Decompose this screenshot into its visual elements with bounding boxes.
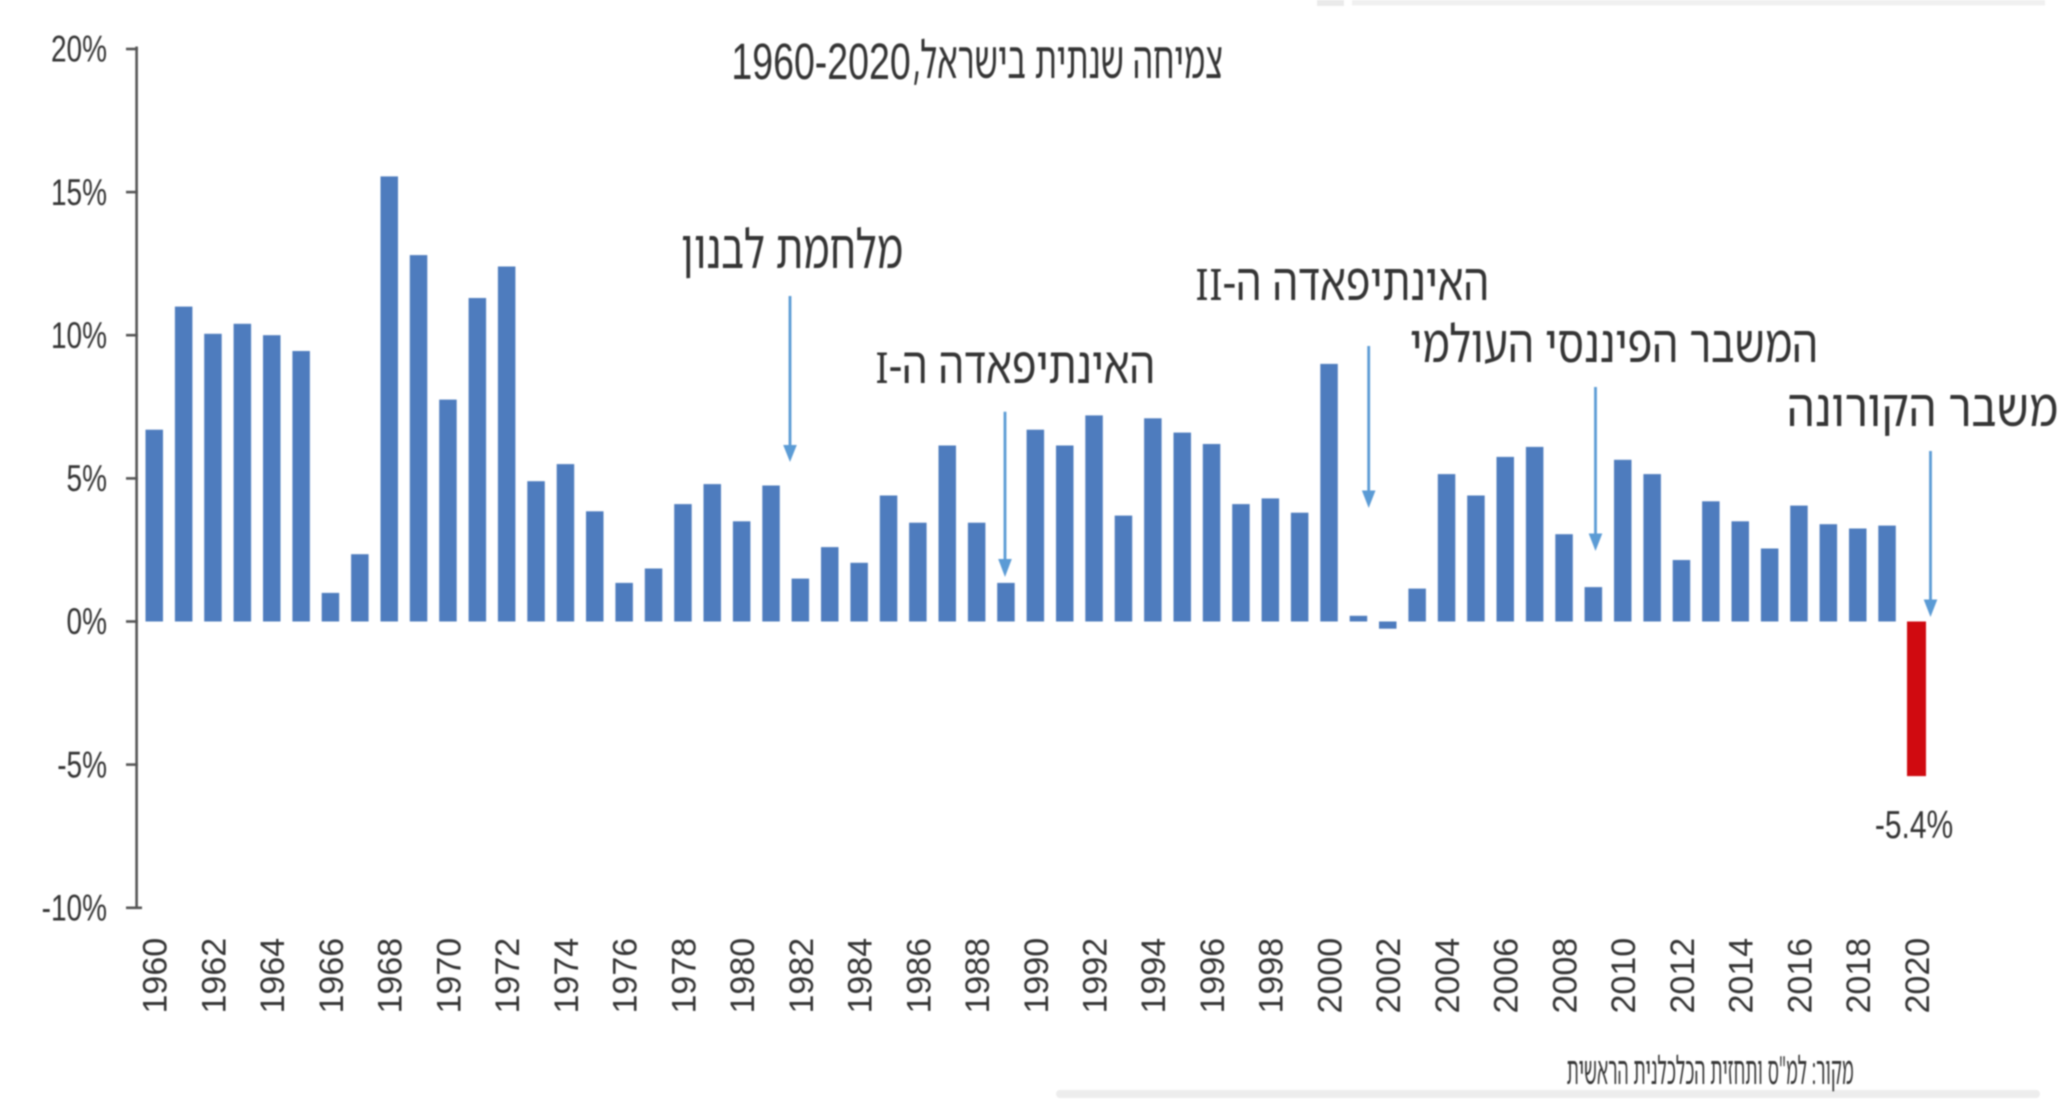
svg-text:1980: 1980 <box>724 938 762 1014</box>
svg-text:1984: 1984 <box>842 938 880 1014</box>
svg-text:10%: 10% <box>51 314 107 356</box>
svg-text:1986: 1986 <box>900 938 938 1014</box>
svg-text:2006: 2006 <box>1488 938 1526 1014</box>
svg-text:2016: 2016 <box>1781 938 1819 1014</box>
svg-text:0%: 0% <box>67 600 107 642</box>
svg-text:1982: 1982 <box>783 938 821 1014</box>
svg-text:1992: 1992 <box>1077 938 1115 1014</box>
svg-text:1996: 1996 <box>1194 938 1232 1014</box>
svg-text:1974: 1974 <box>548 938 586 1014</box>
svg-text:1978: 1978 <box>665 938 703 1014</box>
svg-text:2010: 2010 <box>1605 938 1643 1014</box>
svg-text:1968: 1968 <box>372 938 410 1014</box>
svg-text:2014: 2014 <box>1723 938 1761 1014</box>
svg-text:1964: 1964 <box>254 938 292 1014</box>
svg-text:1988: 1988 <box>959 938 997 1014</box>
svg-text:1994: 1994 <box>1135 938 1173 1014</box>
svg-text:1966: 1966 <box>313 938 351 1014</box>
svg-text:2020: 2020 <box>1899 938 1937 1014</box>
svg-text:1990: 1990 <box>1018 938 1056 1014</box>
svg-text:1962: 1962 <box>195 938 233 1014</box>
svg-text:2012: 2012 <box>1664 938 1702 1014</box>
svg-text:15%: 15% <box>51 171 107 213</box>
svg-text:2004: 2004 <box>1429 938 1467 1014</box>
svg-text:2018: 2018 <box>1840 938 1878 1014</box>
svg-text:-10%: -10% <box>42 887 107 929</box>
svg-text:1972: 1972 <box>489 938 527 1014</box>
svg-text:1976: 1976 <box>607 938 645 1014</box>
svg-text:1960-2020: 1960-2020 <box>731 34 910 90</box>
svg-text:2002: 2002 <box>1370 938 1408 1014</box>
svg-text:-5.4%: -5.4% <box>1875 804 1953 847</box>
svg-text:1960: 1960 <box>137 938 175 1014</box>
svg-text:5%: 5% <box>67 457 107 499</box>
svg-text:1970: 1970 <box>430 938 468 1014</box>
svg-text:2000: 2000 <box>1312 938 1350 1014</box>
svg-text:1998: 1998 <box>1253 938 1291 1014</box>
svg-text:-5%: -5% <box>57 743 107 785</box>
svg-text:2008: 2008 <box>1546 938 1584 1014</box>
svg-text:20%: 20% <box>51 28 107 70</box>
